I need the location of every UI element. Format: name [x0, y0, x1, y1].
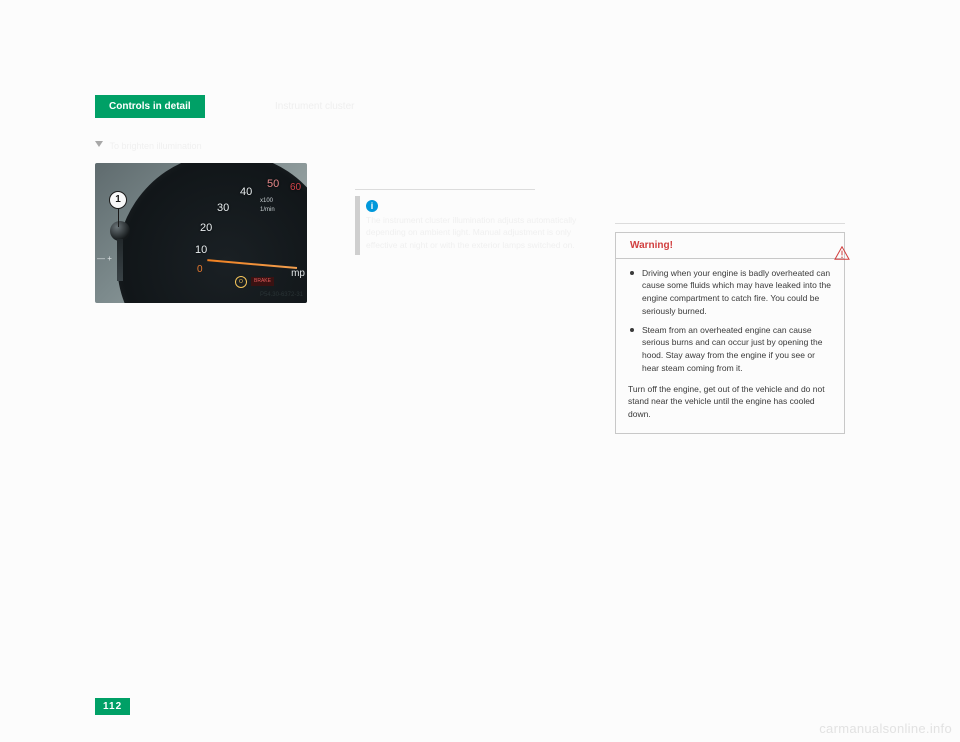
mp-label: mp [291, 267, 305, 282]
section-tab: Controls in detail [95, 95, 205, 118]
col1-lead-text: To brighten illumination [110, 141, 202, 151]
gauge-tick-40: 40 [240, 185, 252, 201]
dimmer-knob [105, 221, 135, 283]
warning-body: Driving when your engine is badly overhe… [616, 259, 844, 433]
info-icon: i [366, 200, 378, 212]
col3-top-text [615, 133, 845, 213]
gauge-unit-top: x100 [260, 198, 273, 204]
tachometer-figure: 10 20 30 40 50 60 x100 1/min 0 O BRAKE m… [95, 163, 307, 303]
knob-stem [117, 239, 123, 281]
warning-bullet: Driving when your engine is badly overhe… [628, 267, 832, 318]
gauge-tick-60: 60 [290, 181, 301, 196]
column-3: Warning! Driving when your engine is bad… [615, 133, 845, 434]
gauge-tick-10: 10 [195, 243, 207, 259]
info-block: i The instrument cluster illumination ad… [355, 196, 585, 255]
gauge-unit: x100 1/min [260, 197, 275, 214]
warning-header: Warning! [616, 233, 844, 259]
callout-1: 1 [109, 191, 127, 209]
col3-rule [615, 223, 845, 224]
brake-indicator-icon: O [235, 276, 247, 288]
page-number: 112 [95, 698, 130, 715]
callout-leader-line [118, 209, 119, 227]
column-2: i The instrument cluster illumination ad… [355, 133, 585, 434]
columns: To brighten illumination 10 20 30 40 50 … [95, 133, 865, 434]
gauge-zero: 0 [197, 263, 203, 278]
knob-ball [110, 221, 130, 241]
watermark: carmanualsonline.info [819, 721, 952, 736]
warning-box: Warning! Driving when your engine is bad… [615, 232, 845, 434]
manual-page: Controls in detail Instrument cluster To… [95, 95, 865, 715]
warning-footer: Turn off the engine, get out of the vehi… [628, 383, 832, 421]
gauge-tick-50: 50 [267, 177, 279, 193]
gauge-tick-20: 20 [200, 221, 212, 237]
figure-code: P54.30-6372-31 [260, 291, 303, 300]
col2-rule [355, 189, 535, 190]
info-text: The instrument cluster illumination adju… [366, 214, 585, 251]
brake-label: BRAKE [251, 277, 274, 286]
header: Controls in detail Instrument cluster [95, 95, 865, 125]
gauge-tick-30: 30 [217, 201, 229, 217]
subsection-label: Instrument cluster [275, 101, 354, 112]
callout-circle: 1 [109, 191, 127, 209]
knob-marks: — + [97, 253, 112, 265]
step-arrow-icon [95, 141, 103, 147]
warning-bullet-list: Driving when your engine is badly overhe… [628, 267, 832, 375]
gauge-unit-bottom: 1/min [260, 207, 275, 213]
warning-title: Warning! [630, 239, 673, 254]
column-1: To brighten illumination 10 20 30 40 50 … [95, 133, 325, 434]
warning-bullet: Steam from an overheated engine can caus… [628, 324, 832, 375]
col2-spacer [355, 133, 585, 189]
